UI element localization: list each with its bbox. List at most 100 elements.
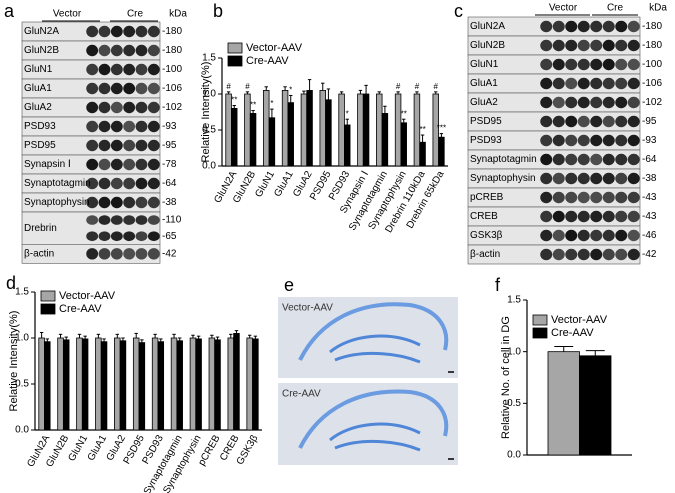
protein-label: PSD93 <box>470 135 502 146</box>
blot-band <box>615 58 628 71</box>
y-tick-label: 1.5 <box>202 53 216 64</box>
blot-band <box>135 25 148 38</box>
blot-band <box>552 20 565 33</box>
blot-band <box>110 82 123 95</box>
blot-band <box>110 139 123 152</box>
blot-band <box>615 229 628 242</box>
kda-label: -95 <box>642 116 657 127</box>
blot-band <box>615 191 628 204</box>
protein-label: PSD93 <box>24 121 56 132</box>
blot-band <box>135 248 148 260</box>
protein-label: GluN2A <box>24 26 59 37</box>
blot-band <box>147 139 160 152</box>
blot-band <box>123 44 136 57</box>
blot-band <box>565 153 578 166</box>
lane-label: Vector <box>53 9 82 20</box>
y-axis-label: Relative Intensity(%) <box>8 311 20 412</box>
protein-label: GluA1 <box>470 78 498 89</box>
panel-label: a <box>4 1 15 21</box>
blot-band <box>590 96 603 109</box>
bar <box>44 341 51 431</box>
bar <box>281 90 289 167</box>
blot-band <box>552 172 565 185</box>
bar <box>208 337 216 431</box>
lane-label: Cre <box>607 3 624 14</box>
blot-band <box>565 115 578 128</box>
kda-label: -95 <box>162 140 177 151</box>
blot-band <box>110 215 123 225</box>
blot-band <box>540 172 553 185</box>
bar <box>38 337 45 431</box>
protein-label: β-actin <box>24 248 54 259</box>
blot-band <box>98 248 111 260</box>
bar <box>76 337 83 431</box>
blot-band <box>123 231 136 242</box>
y-tick-label: 1.5 <box>507 295 521 306</box>
blot-band <box>577 39 590 52</box>
blot-band <box>86 215 99 225</box>
blot-band <box>565 210 578 223</box>
blot-band <box>135 215 148 225</box>
blot-band <box>602 20 615 33</box>
blot-band <box>552 39 565 52</box>
blot-band <box>110 248 123 260</box>
bar <box>287 102 294 167</box>
blot-band <box>98 139 111 152</box>
lane-label: Cre <box>127 9 144 20</box>
blot-band <box>615 172 628 185</box>
blot-band <box>86 196 99 209</box>
blot-band <box>552 134 565 147</box>
y-tick-label: 0.5 <box>202 125 216 136</box>
blot-band <box>123 101 136 114</box>
blot-band <box>86 158 99 171</box>
blot-band <box>540 20 553 33</box>
blot-band <box>540 39 553 52</box>
legend-label: Cre-AAV <box>59 303 102 315</box>
significance-mark: * <box>270 99 273 108</box>
blot-band <box>135 82 148 95</box>
kda-label: -180 <box>642 21 662 32</box>
blot-band <box>565 134 578 147</box>
blot-band <box>615 153 628 166</box>
hippocampus-ca <box>298 302 449 361</box>
blot-band <box>627 134 640 147</box>
significance-mark: ** <box>231 96 237 105</box>
significance-mark: ** <box>250 101 256 110</box>
legend-swatch <box>532 327 548 339</box>
bar <box>233 332 240 431</box>
blot-band <box>98 44 111 57</box>
y-tick-label: 0.0 <box>15 425 29 436</box>
protein-label: Synaptophysin <box>24 197 90 208</box>
kda-label: -110 <box>162 215 182 226</box>
blot-band <box>552 115 565 128</box>
blot-band <box>540 210 553 223</box>
blot-band <box>590 58 603 71</box>
blot-band <box>577 20 590 33</box>
significance-mark: # <box>434 82 439 91</box>
protein-label: GSK3β <box>470 230 503 241</box>
blot-band <box>123 25 136 38</box>
blot-band <box>540 96 553 109</box>
significance-mark: # <box>396 82 401 91</box>
significance-mark: * <box>289 86 292 95</box>
dentate-gyrus <box>329 334 421 364</box>
blot-band <box>135 196 148 209</box>
blot-band <box>590 153 603 166</box>
hippocampus-ca <box>298 389 449 449</box>
blot-band <box>147 215 160 225</box>
protein-label: GluA2 <box>470 97 498 108</box>
bar <box>119 340 127 431</box>
blot-band <box>590 39 603 52</box>
y-tick-label: 0.5 <box>507 398 521 409</box>
blot-band <box>627 248 640 261</box>
blot-band <box>135 120 148 133</box>
blot-band <box>602 39 615 52</box>
unit-label: kDa <box>169 9 187 20</box>
significance-mark: # <box>226 82 231 91</box>
blot-band <box>86 82 99 95</box>
blot-band <box>627 229 640 242</box>
protein-label: GluN2B <box>24 45 59 56</box>
blot-band <box>590 20 603 33</box>
bar <box>246 337 253 431</box>
blot-band <box>565 20 578 33</box>
